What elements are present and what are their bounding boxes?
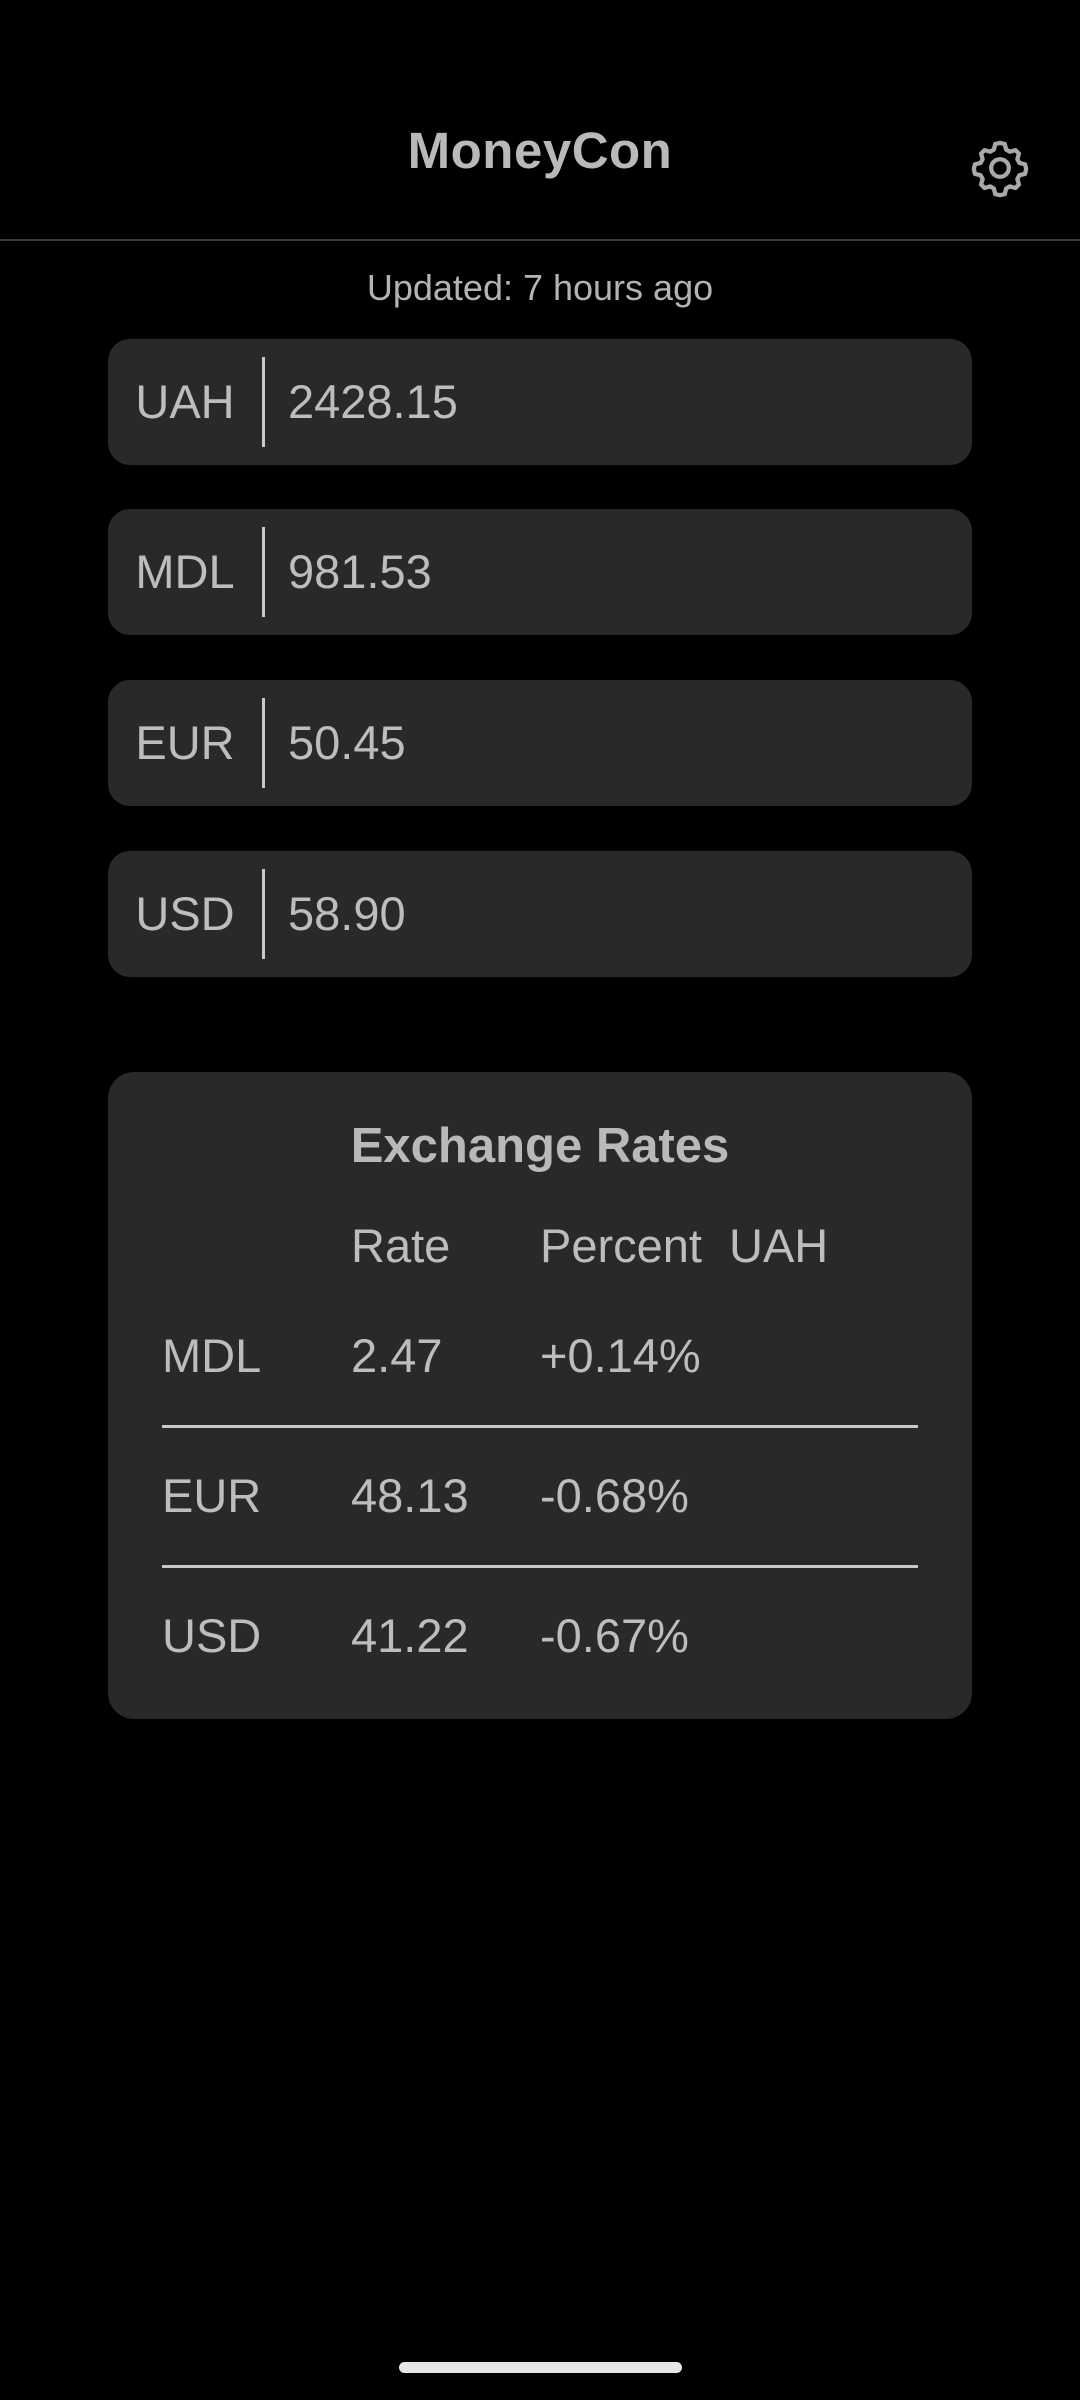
- currency-row-eur[interactable]: EUR 50.45: [108, 680, 972, 806]
- rates-divider: [162, 1425, 918, 1428]
- rate-row-code: USD: [162, 1609, 262, 1662]
- last-updated-text: Updated: 7 hours ago: [366, 267, 714, 308]
- home-indicator[interactable]: [399, 2362, 682, 2373]
- currency-row-usd[interactable]: USD 58.90: [108, 851, 972, 977]
- exchange-rates-title: Exchange Rates: [350, 1119, 730, 1173]
- rate-row-percent: +0.14%: [540, 1329, 701, 1382]
- rate-row-rate: 41.22: [351, 1609, 469, 1662]
- rate-row-usd: USD 41.22 -0.67%: [108, 1606, 972, 1666]
- rate-row-percent: -0.67%: [540, 1609, 689, 1662]
- rate-column-header: Rate: [351, 1219, 451, 1272]
- currency-separator: [262, 869, 265, 959]
- currency-row-uah[interactable]: UAH 2428.15: [108, 339, 972, 465]
- percent-column-header: Percent: [540, 1219, 702, 1272]
- currency-code: USD: [135, 887, 235, 940]
- currency-separator: [262, 357, 265, 447]
- currency-amount-input[interactable]: 50.45: [288, 716, 406, 769]
- currency-amount-input[interactable]: 2428.15: [288, 375, 458, 428]
- currency-row-mdl[interactable]: MDL 981.53: [108, 509, 972, 635]
- currency-separator: [262, 527, 265, 617]
- currency-code: EUR: [135, 716, 235, 769]
- currency-code: UAH: [135, 375, 235, 428]
- rate-row-rate: 48.13: [351, 1469, 469, 1522]
- rates-divider: [162, 1565, 918, 1568]
- rate-row-eur: EUR 48.13 -0.68%: [108, 1466, 972, 1526]
- header-divider: [0, 239, 1080, 241]
- exchange-rates-card: Exchange Rates Rate Percent UAH MDL 2.47…: [108, 1072, 972, 1719]
- currency-code: MDL: [135, 545, 235, 598]
- base-currency-header: UAH: [729, 1219, 829, 1272]
- rate-row-code: MDL: [162, 1329, 262, 1382]
- rate-row-code: EUR: [162, 1469, 262, 1522]
- app-title: MoneyCon: [407, 122, 673, 179]
- currency-amount-input[interactable]: 981.53: [288, 545, 432, 598]
- rate-row-rate: 2.47: [351, 1329, 443, 1382]
- rate-row-percent: -0.68%: [540, 1469, 689, 1522]
- currency-separator: [262, 698, 265, 788]
- currency-amount-input[interactable]: 58.90: [288, 887, 406, 940]
- settings-button[interactable]: [965, 133, 1035, 203]
- gear-icon: [971, 140, 1029, 198]
- rate-row-mdl: MDL 2.47 +0.14%: [108, 1326, 972, 1386]
